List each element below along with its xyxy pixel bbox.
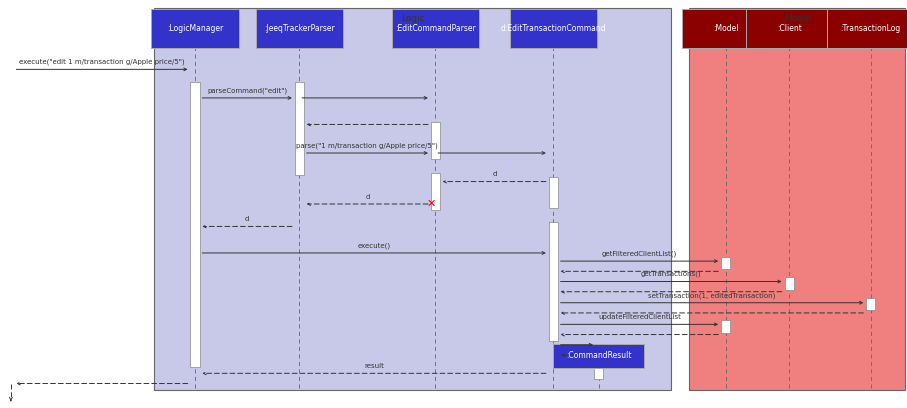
Text: d: d: [493, 171, 496, 177]
FancyBboxPatch shape: [392, 9, 479, 48]
Text: setTransaction(1, editedTransaction): setTransaction(1, editedTransaction): [649, 292, 775, 299]
Text: result: result: [365, 363, 384, 369]
Text: d: d: [245, 216, 249, 222]
Text: ✕: ✕: [426, 199, 435, 209]
FancyBboxPatch shape: [431, 122, 440, 159]
FancyBboxPatch shape: [721, 320, 730, 333]
Text: execute("edit 1 m/transaction g/Apple price/5"): execute("edit 1 m/transaction g/Apple pr…: [19, 59, 185, 65]
FancyBboxPatch shape: [549, 222, 558, 341]
Text: getTransactions(): getTransactions(): [641, 271, 701, 277]
FancyBboxPatch shape: [721, 257, 730, 269]
FancyBboxPatch shape: [866, 298, 875, 310]
FancyBboxPatch shape: [510, 9, 597, 48]
FancyBboxPatch shape: [746, 9, 833, 48]
Text: d: d: [366, 194, 369, 200]
Text: Logic: Logic: [401, 14, 424, 23]
Text: :JeeqTrackerParser: :JeeqTrackerParser: [264, 24, 335, 33]
Text: getFilteredClientList(): getFilteredClientList(): [602, 251, 677, 257]
FancyBboxPatch shape: [151, 9, 239, 48]
Text: updateFilteredClientList: updateFilteredClientList: [598, 314, 681, 320]
FancyBboxPatch shape: [827, 9, 907, 48]
FancyBboxPatch shape: [256, 9, 343, 48]
Text: parseCommand("edit"): parseCommand("edit"): [207, 87, 288, 94]
Text: :CommandResult: :CommandResult: [566, 351, 631, 361]
Text: :LogicManager: :LogicManager: [167, 24, 223, 33]
Text: Model: Model: [784, 14, 811, 23]
Text: :EditCommandParser: :EditCommandParser: [395, 24, 476, 33]
FancyBboxPatch shape: [689, 8, 905, 390]
FancyBboxPatch shape: [785, 277, 794, 290]
FancyBboxPatch shape: [682, 9, 769, 48]
FancyBboxPatch shape: [295, 82, 304, 175]
Text: :TransactionLog: :TransactionLog: [841, 24, 901, 33]
FancyBboxPatch shape: [549, 177, 558, 208]
FancyBboxPatch shape: [594, 368, 603, 379]
FancyBboxPatch shape: [553, 344, 644, 368]
Text: parse("1 m/transaction g/Apple price/5"): parse("1 m/transaction g/Apple price/5"): [297, 142, 438, 149]
FancyBboxPatch shape: [431, 173, 440, 210]
Text: :Model: :Model: [713, 24, 738, 33]
Text: :Client: :Client: [776, 24, 802, 33]
Text: execute(): execute(): [357, 242, 391, 249]
Text: d:EditTransactionCommand: d:EditTransactionCommand: [501, 24, 606, 33]
FancyBboxPatch shape: [154, 8, 671, 390]
FancyBboxPatch shape: [190, 82, 200, 367]
